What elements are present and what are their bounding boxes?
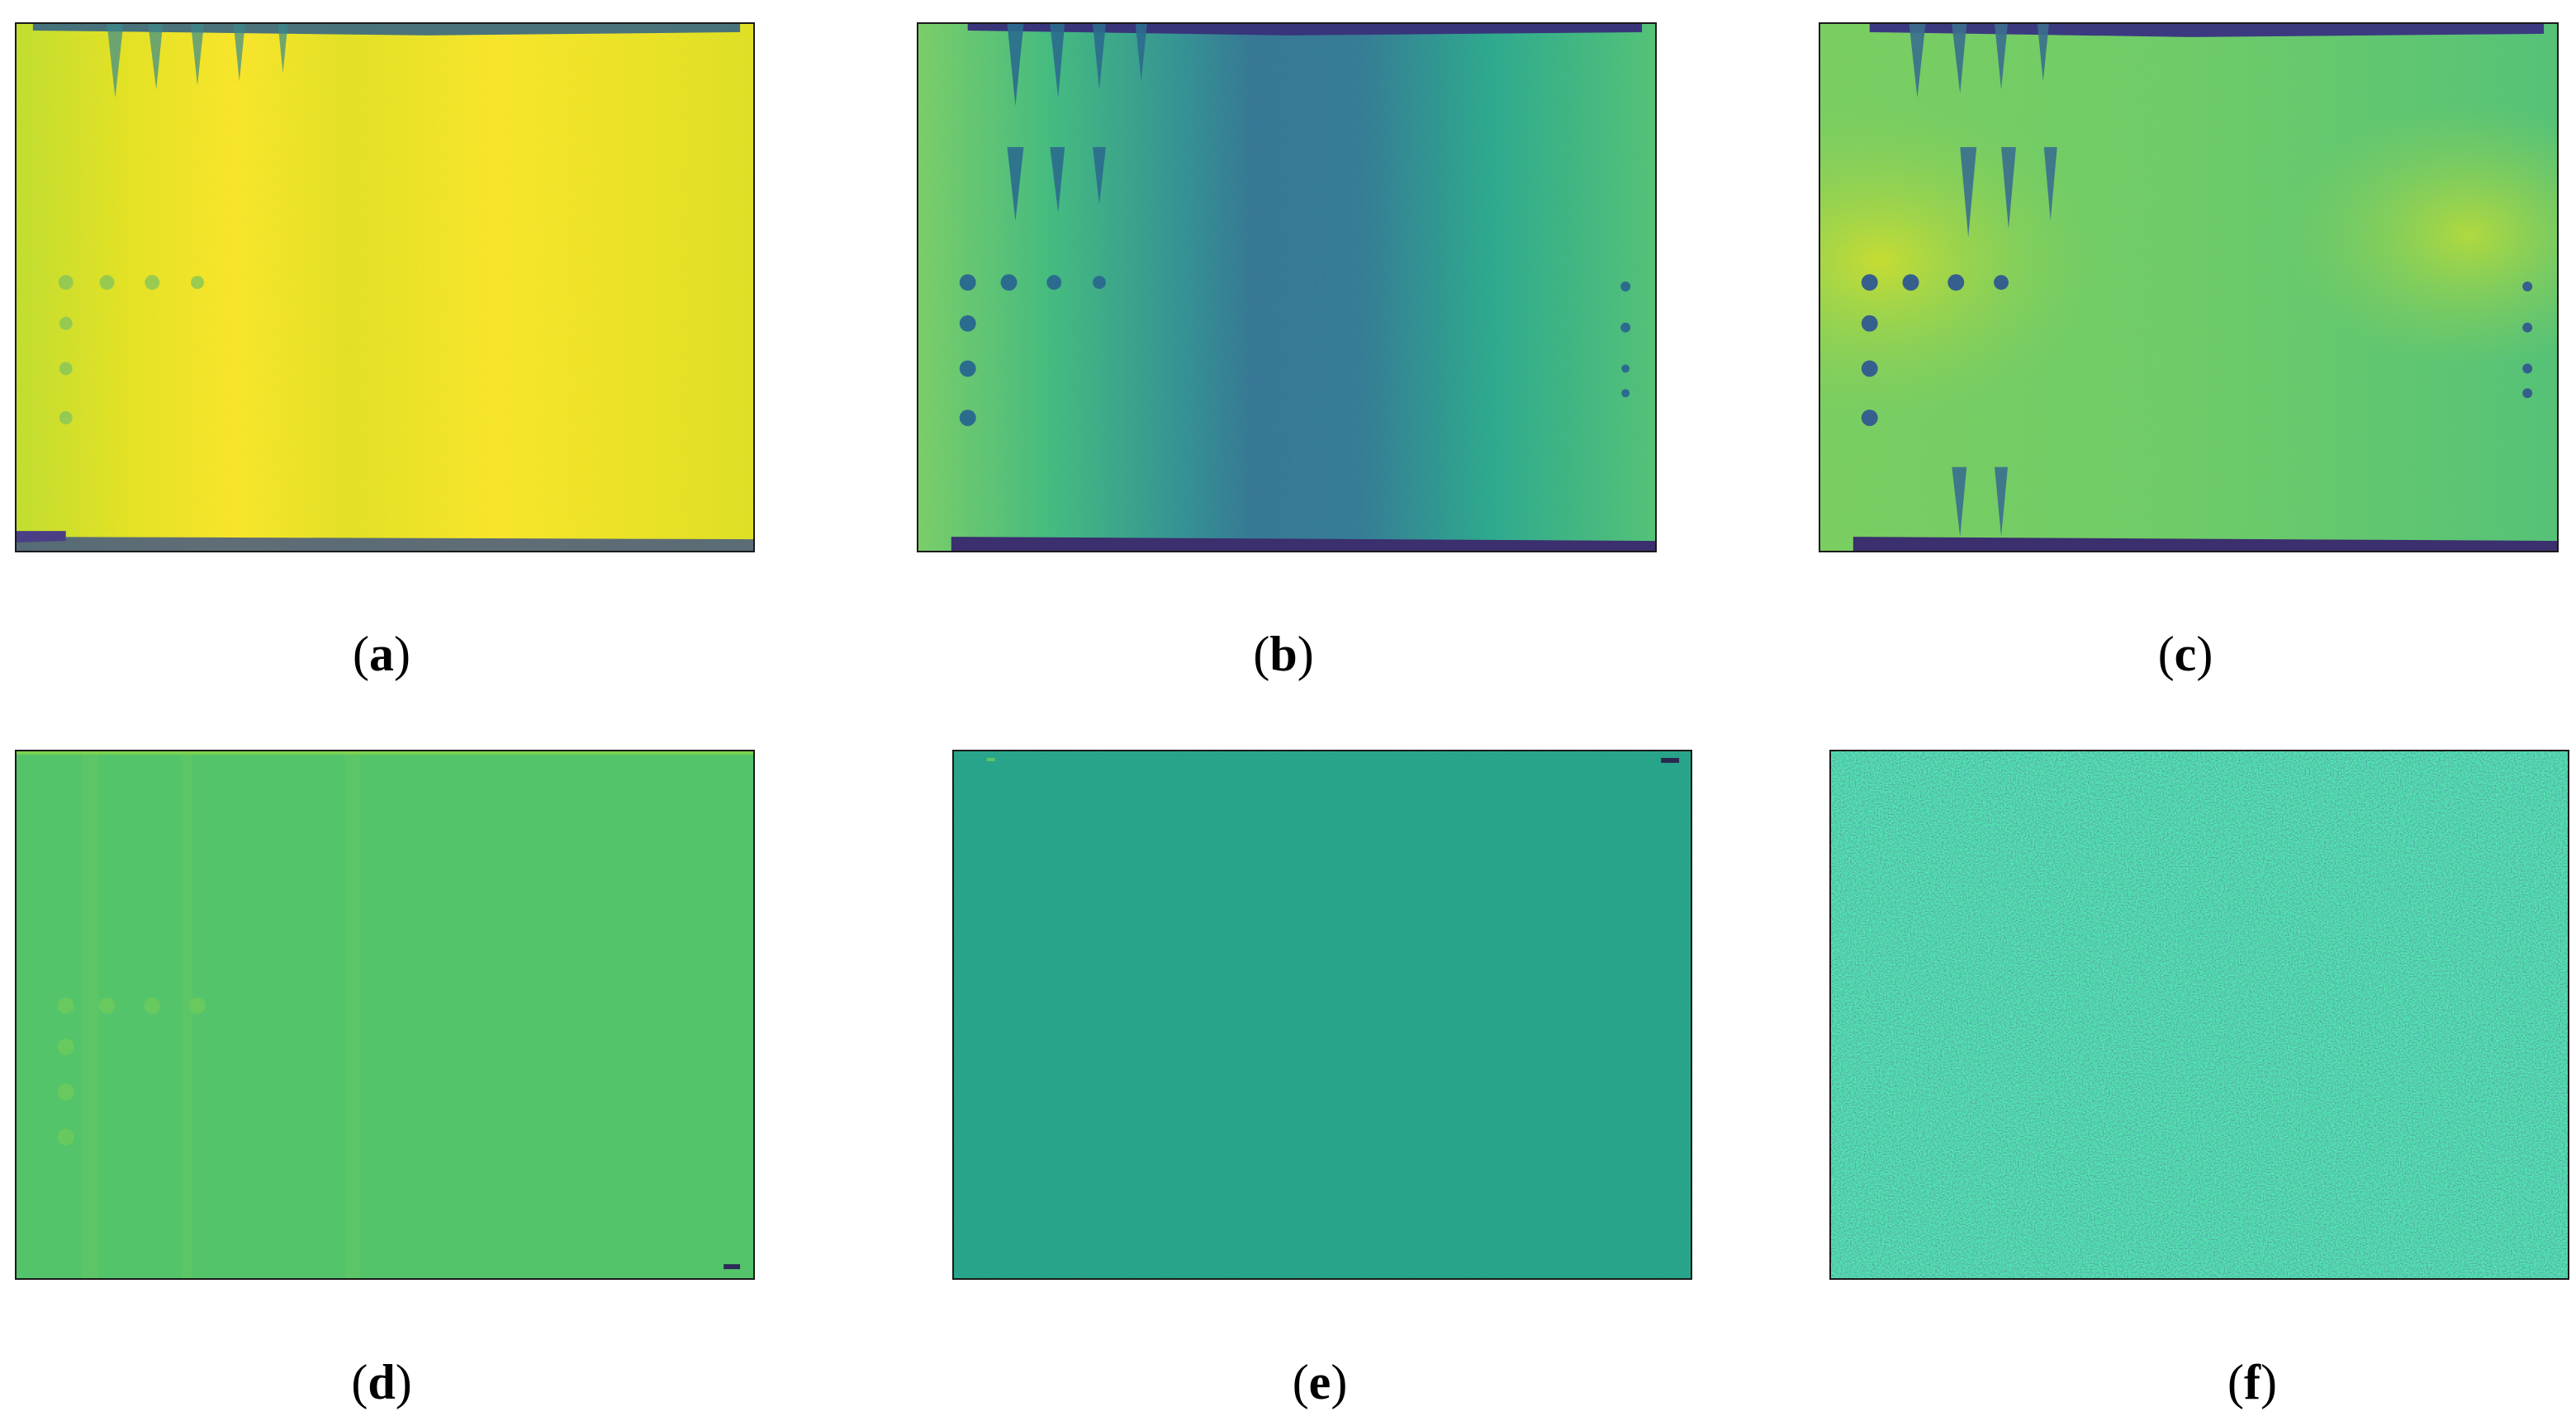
panel-d-image — [15, 750, 755, 1280]
caption-c: (c) — [2157, 627, 2213, 681]
panel-b-image — [917, 22, 1657, 552]
caption-b: (b) — [1253, 627, 1314, 681]
panel-c-image — [1819, 22, 2559, 552]
caption-a: (a) — [353, 627, 410, 681]
panel-a-image — [15, 22, 755, 552]
panel-e-image — [952, 750, 1692, 1280]
caption-e: (e) — [1292, 1355, 1348, 1409]
panel-f-image — [1829, 750, 2569, 1280]
caption-d: (d) — [351, 1355, 412, 1409]
caption-f: (f) — [2227, 1355, 2277, 1409]
